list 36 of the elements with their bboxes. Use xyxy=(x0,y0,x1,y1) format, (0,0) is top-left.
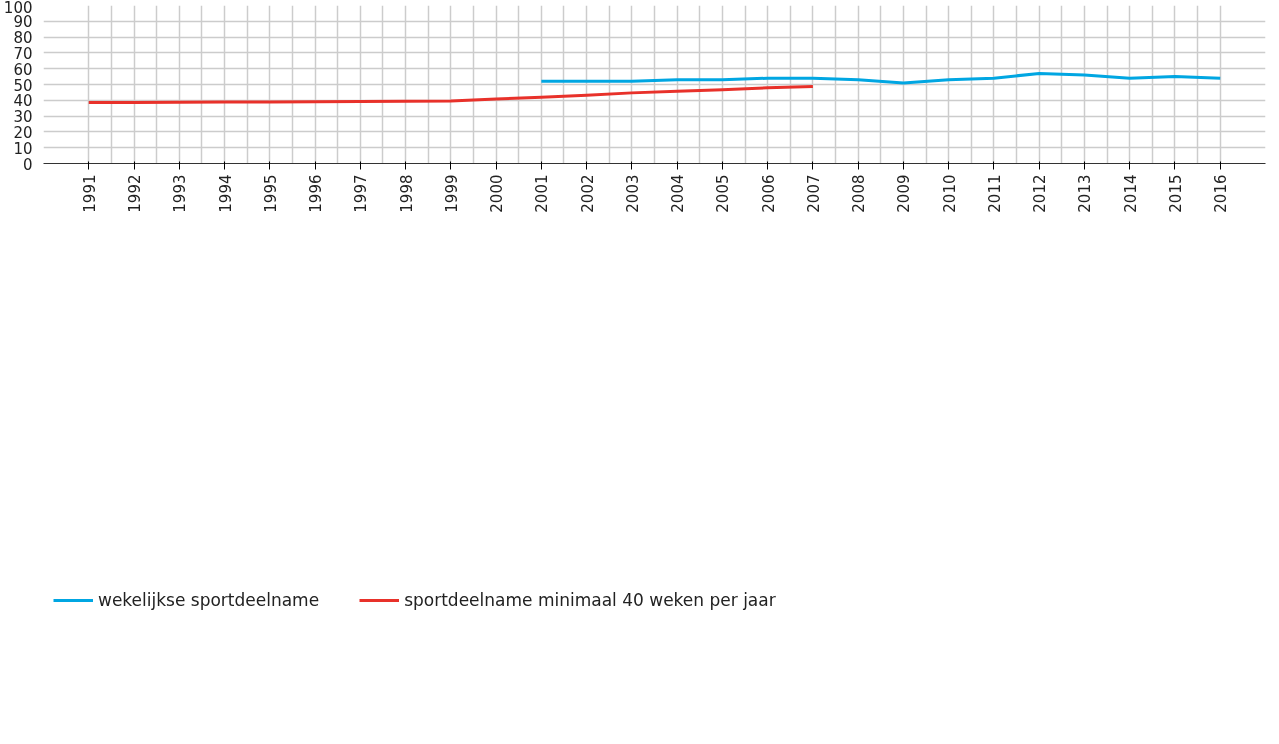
x-tick-label: 2004 xyxy=(669,174,688,213)
x-tick-label: 1997 xyxy=(352,174,371,213)
x-tick-label: 2011 xyxy=(985,174,1004,213)
legend-label: sportdeelname minimaal 40 weken per jaar xyxy=(404,590,776,610)
y-tick-label: 60 xyxy=(13,60,33,79)
x-tick-label: 2010 xyxy=(940,174,959,213)
x-tick-label: 2000 xyxy=(488,174,507,213)
x-tick-label: 1992 xyxy=(126,174,145,213)
x-tick-label: 1996 xyxy=(307,174,326,213)
x-tick-label: 1999 xyxy=(442,174,461,213)
y-tick-label: 10 xyxy=(13,139,33,158)
x-tick-label: 2005 xyxy=(714,174,733,213)
x-tick-label: 2008 xyxy=(850,174,869,213)
y-tick-label: 40 xyxy=(13,92,33,111)
x-tick-label: 2015 xyxy=(1166,174,1185,213)
x-tick-label: 2006 xyxy=(759,174,778,213)
y-tick-label: 0 xyxy=(22,155,33,174)
x-tick-label: 2002 xyxy=(578,174,597,213)
x-tick-label: 1993 xyxy=(171,174,190,213)
x-tick-label: 1991 xyxy=(80,174,99,213)
x-tick-label: 2003 xyxy=(623,174,642,213)
legend-label: wekelijkse sportdeelname xyxy=(98,590,320,610)
x-tick-label: 2009 xyxy=(895,174,914,213)
x-tick-label: 2012 xyxy=(1031,174,1050,213)
x-tick-label: 2014 xyxy=(1121,174,1140,213)
x-tick-label: 2016 xyxy=(1212,174,1231,213)
line-series xyxy=(539,71,1222,85)
x-tick-label: 1998 xyxy=(397,174,416,213)
y-tick-label: 90 xyxy=(13,13,33,32)
x-tick-label: 1995 xyxy=(261,174,280,213)
line-series xyxy=(87,85,815,105)
y-tick-label: 50 xyxy=(13,76,33,95)
x-tick-label: 2013 xyxy=(1076,174,1095,213)
x-tick-label: 1994 xyxy=(216,174,235,213)
x-tick-label: 2007 xyxy=(804,174,823,213)
x-tick-label: 2001 xyxy=(533,174,552,213)
